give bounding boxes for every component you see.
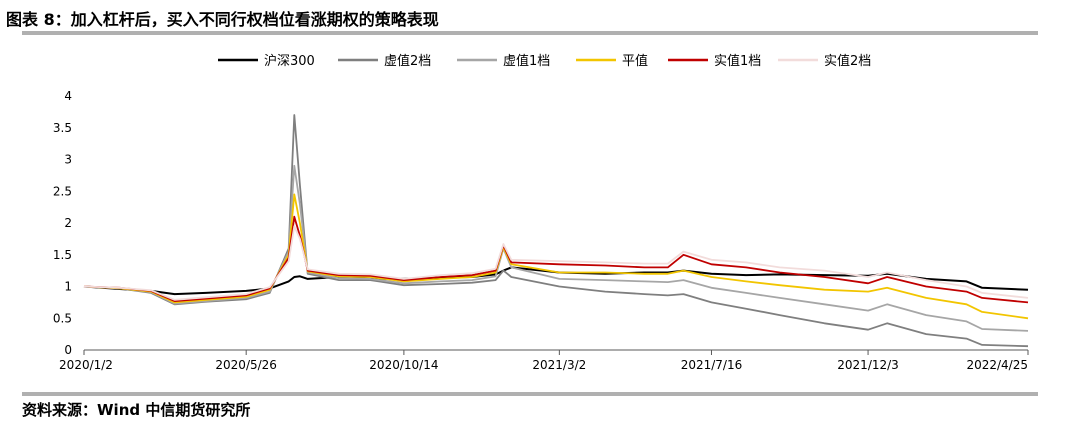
x-tick-label: 2020/5/26 [215, 358, 277, 372]
chart-legend: 沪深300 虚值2档 虚值1档 平值 实值1档 实值2档 [218, 53, 871, 69]
page-title: 图表 8：加入杠杆后，买入不同行权档位看涨期权的策略表现 [6, 10, 439, 29]
y-tick-label: 3 [64, 153, 72, 167]
source-note: 资料来源：Wind 中信期货研究所 [22, 401, 251, 419]
legend-label: 虚值2档 [384, 53, 431, 69]
x-tick-label: 2021/12/3 [837, 358, 899, 372]
top-divider [22, 31, 1038, 35]
series-line [83, 225, 1029, 301]
x-axis: 2020/1/2 2020/5/26 2020/10/14 2021/3/2 2021/… [59, 349, 1029, 372]
y-tick-label: 0.5 [53, 311, 72, 325]
series-line [83, 266, 1029, 296]
x-tick-label: 2021/7/16 [681, 358, 743, 372]
y-tick-label: 2.5 [53, 184, 72, 198]
y-axis: 0 0.5 1 1.5 2 2.5 3 3.5 4 [53, 89, 72, 357]
x-tick-label: 2020/10/14 [369, 358, 438, 372]
x-tick-label: 2020/1/2 [59, 358, 113, 372]
y-tick-label: 1 [64, 280, 72, 294]
y-tick-label: 1.5 [53, 248, 72, 262]
series-line [83, 215, 1029, 304]
legend-label: 实值2档 [824, 53, 871, 69]
series-lines [83, 114, 1029, 348]
legend-label: 平值 [622, 53, 648, 69]
legend-label: 沪深300 [264, 53, 315, 69]
legend-label: 实值1档 [714, 53, 761, 69]
series-line [83, 164, 1029, 332]
x-tick-label: 2021/3/2 [532, 358, 586, 372]
legend-label: 虚值1档 [503, 53, 550, 69]
series-line [83, 114, 1029, 348]
y-tick-label: 4 [64, 89, 72, 103]
y-tick-label: 2 [64, 216, 72, 230]
x-tick-label: 2022/4/25 [966, 358, 1028, 372]
y-tick-label: 3.5 [53, 121, 72, 135]
y-tick-label: 0 [64, 343, 72, 357]
bottom-divider [22, 392, 1038, 396]
